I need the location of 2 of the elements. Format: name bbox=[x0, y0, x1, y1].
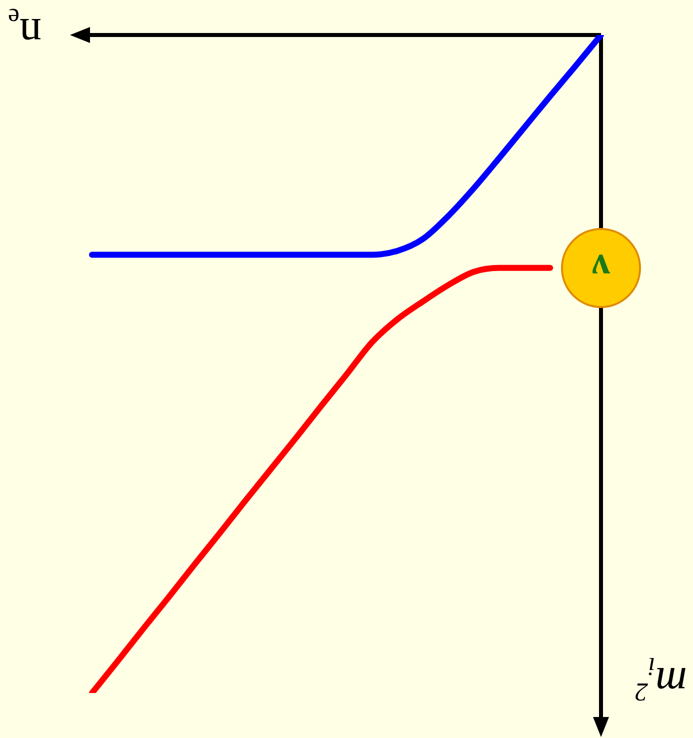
annotation: ν bbox=[592, 246, 610, 291]
circle-badge: ν bbox=[561, 228, 641, 308]
